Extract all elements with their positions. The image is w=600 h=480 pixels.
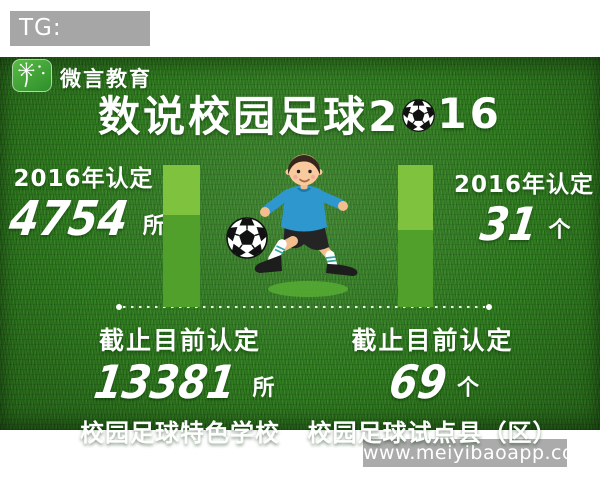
bar-counties-total-segment — [398, 230, 433, 307]
website-url: www.meiyibaoapp.com — [363, 442, 594, 464]
stat-total-counties: 截止目前认定 69 个 校园足球试点县（区） — [305, 321, 560, 448]
title-suffix: 16 — [437, 89, 502, 138]
bar-schools-total-segment — [163, 215, 200, 307]
stat-2016-schools: 2016年认定 4754 所 — [6, 159, 165, 247]
stat-unit: 个 — [457, 376, 480, 401]
stat-value: 69 — [386, 355, 450, 409]
stat-label: 2016年认定 — [13, 166, 154, 192]
website-watermark-bar: www.meiyibaoapp.com — [363, 439, 593, 467]
kicked-soccer-ball-icon — [225, 217, 269, 259]
stat-value: 4754 — [6, 191, 132, 247]
dandelion-icon — [18, 62, 45, 88]
stat-value: 31 — [477, 197, 542, 251]
soccer-ball-icon — [402, 99, 436, 132]
boy-kicking-ball-illustration — [225, 154, 358, 297]
dotted-baseline — [116, 304, 492, 310]
logo-label: 微言教育 — [60, 67, 152, 91]
stat-unit: 所 — [142, 214, 165, 239]
stat-label: 截止目前认定 — [351, 326, 514, 355]
stat-caption: 校园足球试点县（区） — [307, 419, 558, 447]
stat-caption: 校园足球特色学校 — [80, 419, 280, 447]
stat-value: 13381 — [91, 355, 240, 409]
stat-total-schools: 截止目前认定 13381 所 校园足球特色学校 — [55, 321, 305, 448]
bar-schools — [163, 165, 200, 307]
stat-2016-counties: 2016年认定 31 个 — [450, 165, 598, 251]
title-prefix: 数说校园足球2 — [98, 92, 401, 141]
tg-watermark-badge: TG: MYYJJPP — [10, 11, 150, 76]
bar-schools-2016-segment — [163, 165, 200, 215]
bar-counties — [398, 165, 433, 307]
weiyan-education-logo — [12, 59, 52, 92]
player-shadow — [268, 281, 348, 297]
bar-counties-2016-segment — [398, 165, 433, 230]
stat-unit: 所 — [252, 376, 275, 401]
grass-background: 微言教育 数说校园足球2 16 2016年认定 4754 所 2016年认定 — [0, 57, 600, 447]
stat-unit: 个 — [548, 218, 571, 243]
stat-label: 截止目前认定 — [98, 326, 261, 355]
page-title: 数说校园足球2 16 — [0, 83, 600, 144]
stat-label: 2016年认定 — [453, 172, 594, 198]
